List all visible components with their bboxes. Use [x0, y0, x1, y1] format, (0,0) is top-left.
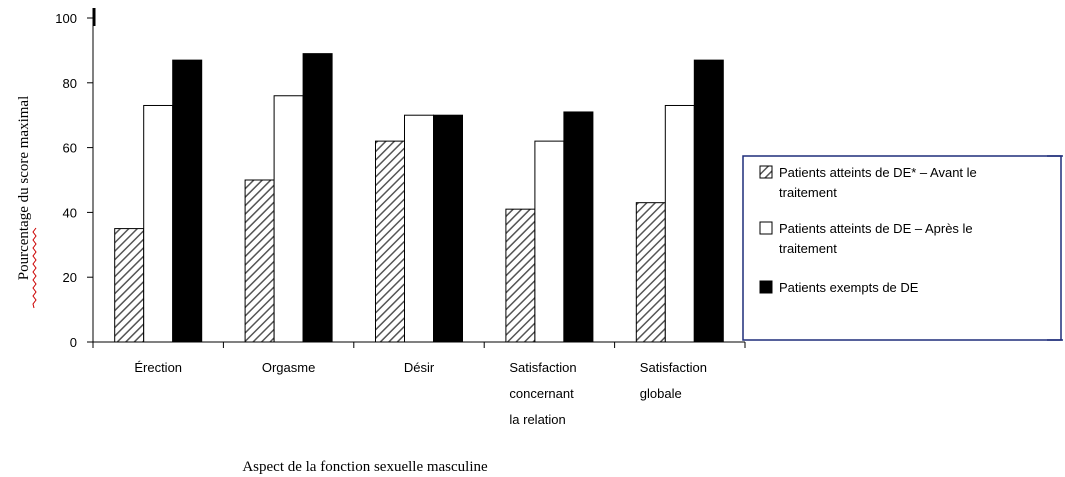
bar-black — [563, 111, 594, 343]
legend: Patients atteints de DE* – Avant le trait… — [742, 155, 1063, 341]
legend-entry: Patients atteints de DE* – Avant le trait… — [779, 165, 977, 200]
legend-entry-line: traitement — [779, 185, 837, 200]
y-tick-label: 80 — [63, 76, 77, 91]
bar-hatch — [375, 140, 405, 343]
y-tick-label: 40 — [63, 205, 77, 220]
bar-black — [172, 59, 203, 343]
legend-box — [742, 155, 1062, 341]
bar-white — [143, 104, 174, 343]
spellcheck-underline — [32, 227, 37, 309]
y-tick-label: 100 — [55, 11, 77, 26]
x-category-label-line: globale — [640, 386, 682, 401]
x-category-label: Désir — [404, 360, 435, 375]
bar-black — [433, 114, 463, 343]
y-axis-title: Pourcentage du score maximal — [16, 96, 32, 281]
bar-hatch — [505, 208, 536, 343]
x-axis-title: Aspect de la fonction sexuelle masculine — [242, 459, 488, 475]
y-tick-label: 0 — [70, 335, 77, 350]
bar-white — [664, 104, 695, 343]
x-category-label-line: Satisfaction — [640, 360, 707, 375]
x-category-label-line: Orgasme — [262, 360, 315, 375]
bar-white — [404, 114, 434, 343]
bars — [114, 53, 724, 343]
x-category-label: Satisfaction globale — [640, 360, 707, 401]
legend-entry-line: Patients exempts de DE — [779, 280, 919, 295]
x-category-label: Orgasme — [262, 360, 315, 375]
bar-hatch — [114, 228, 145, 343]
x-category-label-line: concernant — [509, 386, 574, 401]
y-tick-label: 60 — [63, 141, 77, 156]
legend-entry-line: Patients atteints de DE – Après le — [779, 221, 973, 236]
legend-entry-line: traitement — [779, 241, 837, 256]
bar-hatch — [244, 179, 275, 343]
legend-entry: Patients atteints de DE – Après le traite… — [779, 221, 973, 256]
legend-swatch-black — [759, 280, 773, 294]
legend-swatch-white — [759, 221, 773, 235]
bar-white — [273, 95, 304, 343]
x-category-label: Satisfaction concernant la relation — [509, 360, 576, 427]
labels: Érection Orgasme Désir Satisfaction concerna… — [16, 96, 707, 475]
y-tick-label: 20 — [63, 270, 77, 285]
legend-entry: Patients exempts de DE — [779, 280, 919, 295]
x-category-label-line: Désir — [404, 360, 435, 375]
x-category-label-line: la relation — [509, 412, 565, 427]
bar-black — [693, 59, 724, 343]
bar-black — [302, 53, 333, 343]
legend-entry-line: Patients atteints de DE* – Avant le — [779, 165, 977, 180]
x-category-label-line: Érection — [134, 360, 182, 375]
bar-hatch — [635, 202, 666, 343]
x-category-label-line: Satisfaction — [509, 360, 576, 375]
bar-white — [534, 140, 565, 343]
x-category-label: Érection — [134, 360, 182, 375]
legend-swatch-hatch — [759, 165, 773, 179]
